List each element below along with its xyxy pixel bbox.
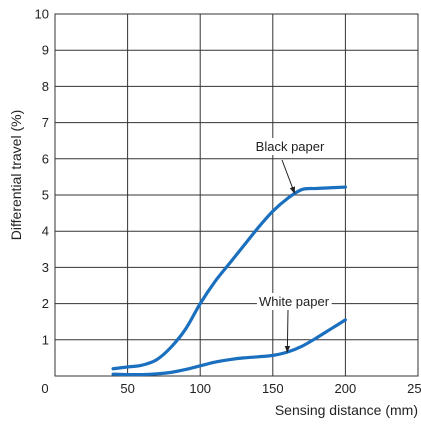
y-axis-label: Differential travel (%) [8,110,24,240]
annotation-label-white-paper: White paper [259,294,330,309]
y-tick-label: 7 [42,115,49,130]
series-line-white-paper [111,318,347,377]
y-tick-label: 3 [42,260,49,275]
x-tick-label: 50 [120,381,134,396]
y-tick-label: 10 [35,7,49,22]
origin-tick-label: 0 [41,381,48,396]
x-tick-label: 250 [407,381,421,396]
annotation-arrow-white-paper [284,309,291,353]
y-tick-label: 2 [42,296,49,311]
annotation-arrow-black-paper [281,159,296,194]
y-tick-label: 6 [42,151,49,166]
y-tick-label: 5 [42,188,49,203]
x-tick-label: 150 [262,381,284,396]
tick-labels: 50 100 150 200 250 1 2 3 4 5 6 7 8 9 10 [35,7,421,397]
series-line-black-paper [111,185,347,371]
x-tick-label: 100 [189,381,211,396]
y-tick-label: 9 [42,43,49,58]
grid [54,13,419,377]
annotation-backdrop-white-paper [256,293,332,310]
x-tick-label: 200 [335,381,357,396]
series-lines [111,185,347,377]
annotation-backdrop-black-paper [253,138,327,155]
annotation-label-black-paper: Black paper [256,139,325,154]
y-tick-label: 1 [42,332,49,347]
y-tick-label: 8 [42,79,49,94]
y-tick-label: 4 [42,224,49,239]
x-axis-label: Sensing distance (mm) [275,402,418,418]
annotations: Black paper White paper [253,138,332,353]
